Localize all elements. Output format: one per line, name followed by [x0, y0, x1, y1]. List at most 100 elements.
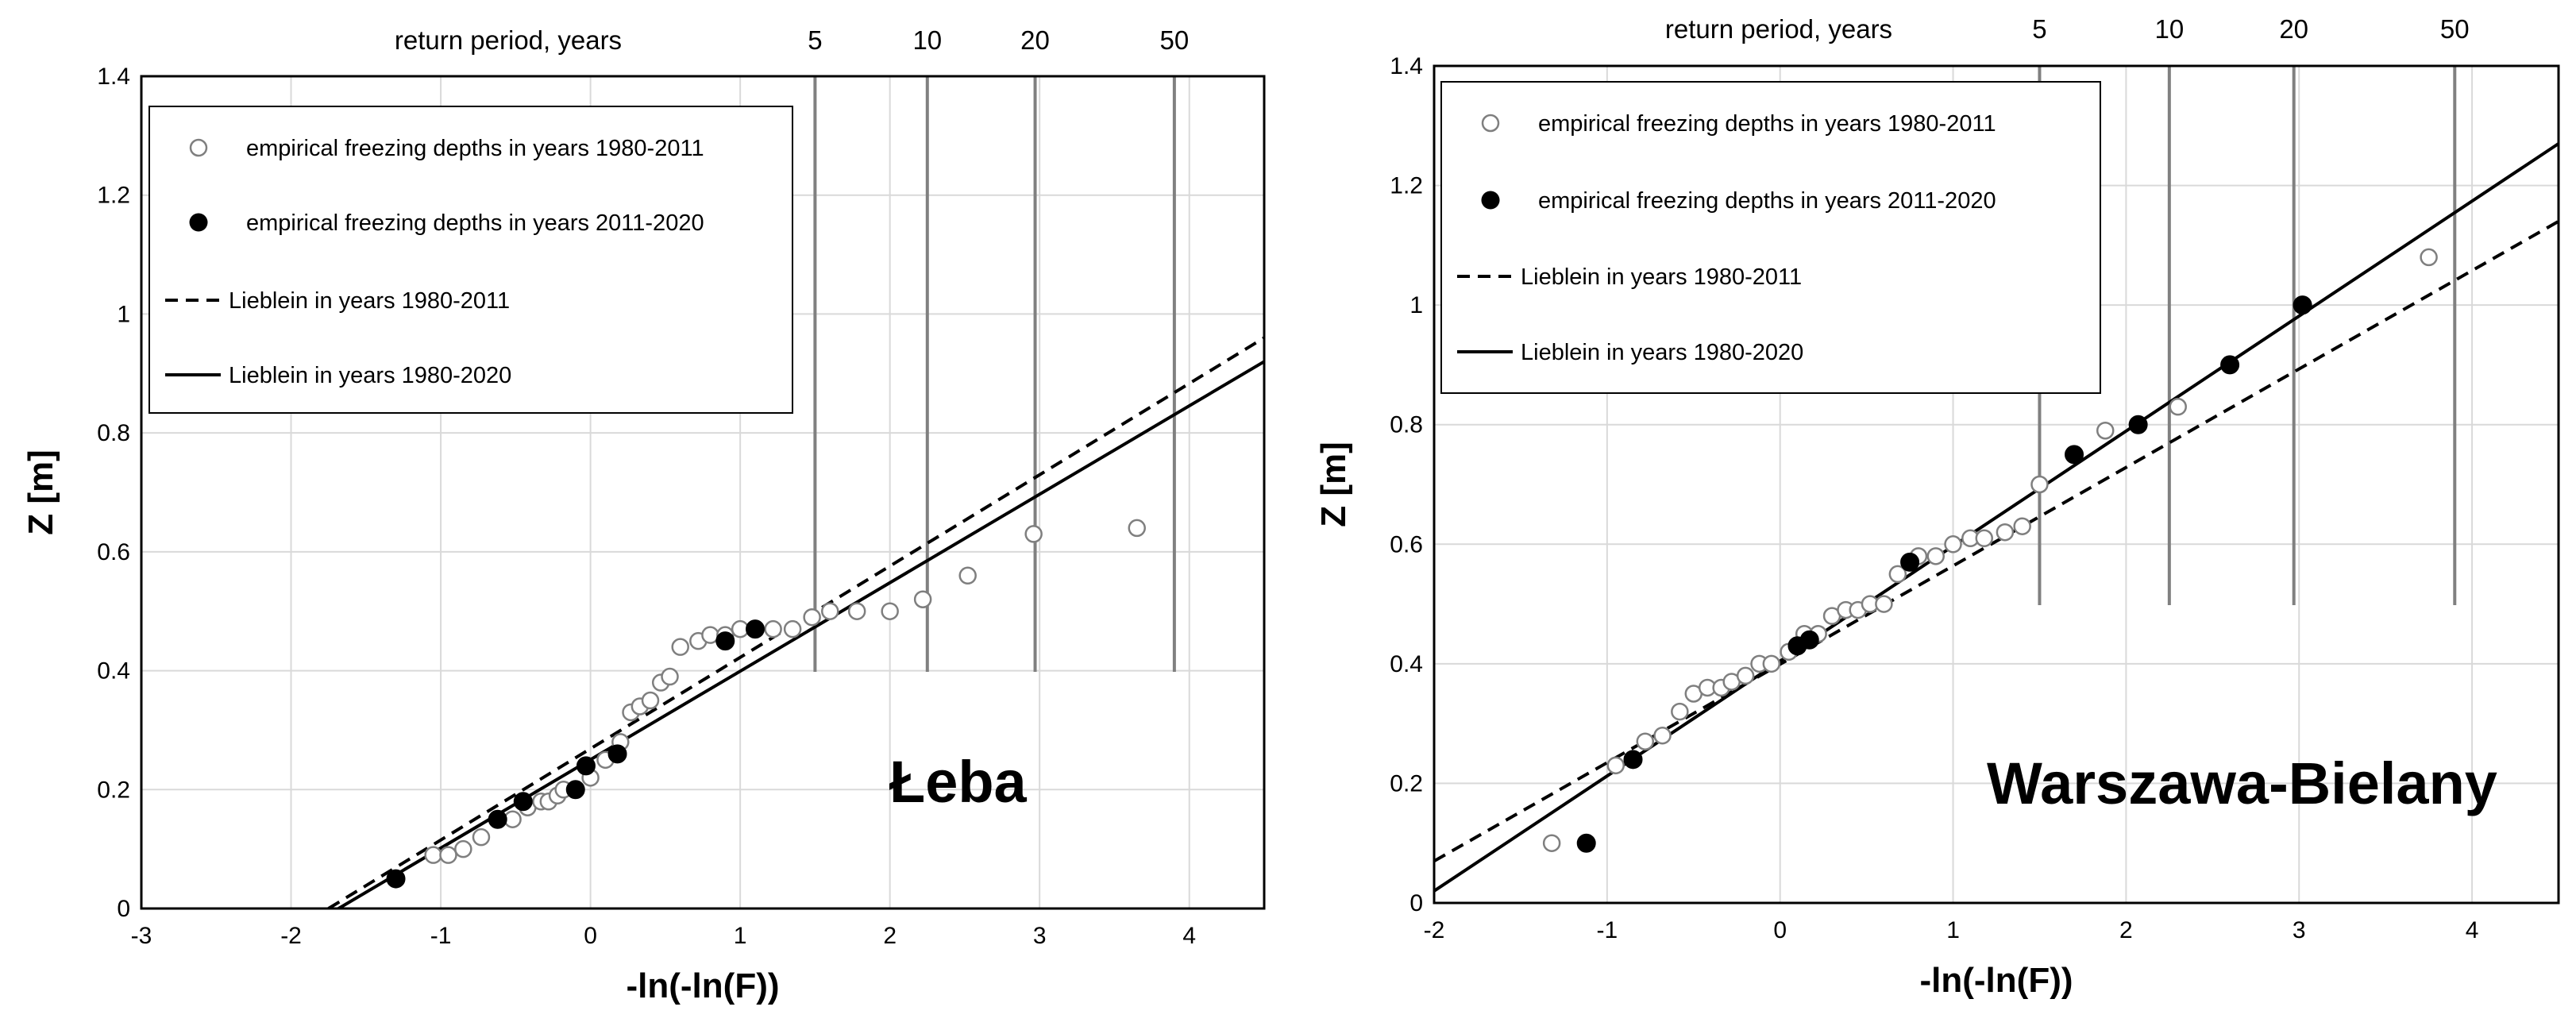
x-axis-title: -ln(-ln(F))	[1920, 961, 2073, 1000]
x-tick-label: -1	[1597, 917, 1618, 943]
empirical-1980-2011-point	[1024, 525, 1043, 543]
legend-label: empirical freezing depths in years 2011-…	[246, 210, 704, 236]
x-tick-label: -1	[430, 923, 452, 949]
legend: empirical freezing depths in years 1980-…	[1440, 81, 2101, 394]
empirical-1980-2011-point	[1975, 529, 1994, 548]
x-tick-label: 4	[2466, 917, 2479, 943]
empirical-1980-2011-point	[764, 619, 782, 638]
empirical-2011-2020-point	[2220, 355, 2240, 375]
empirical-1980-2011-point	[671, 638, 689, 656]
x-tick-label: 2	[883, 923, 897, 949]
legend-label: Lieblein in years 1980-2020	[1521, 340, 1803, 365]
legend-marker-open	[189, 138, 208, 157]
y-tick-label: 1.4	[97, 64, 130, 90]
legend-box	[148, 106, 793, 414]
empirical-2011-2020-point	[513, 792, 533, 812]
empirical-1980-2011-point	[1542, 834, 1561, 852]
empirical-1980-2011-point	[424, 846, 442, 864]
empirical-1980-2011-point	[821, 602, 839, 620]
empirical-1980-2011-point	[472, 827, 491, 847]
empirical-1980-2011-point	[913, 590, 932, 608]
x-axis-title: -ln(-ln(F))	[627, 966, 780, 1005]
empirical-2011-2020-point	[2128, 415, 2148, 434]
return-period-axis-title: return period, years	[1665, 14, 1892, 44]
x-tick-label: 1	[734, 923, 747, 949]
empirical-1980-2011-point	[783, 619, 802, 638]
empirical-1980-2011-point	[1636, 732, 1655, 750]
return-period-label: 50	[2440, 14, 2470, 44]
return-period-label: 10	[912, 25, 942, 55]
y-tick-label: 1.2	[97, 183, 130, 209]
empirical-2011-2020-point	[386, 869, 406, 889]
x-tick-label: -2	[1424, 917, 1445, 943]
empirical-2011-2020-point	[576, 756, 596, 776]
empirical-1980-2011-point	[641, 691, 660, 710]
return-period-label: 20	[1020, 25, 1050, 55]
y-axis-title: Z [m]	[21, 449, 60, 535]
empirical-2011-2020-point	[1900, 552, 1920, 572]
y-tick-label: 1.4	[1390, 53, 1423, 79]
x-tick-label: -3	[131, 923, 152, 949]
empirical-1980-2011-point	[1671, 702, 1689, 721]
legend-label: Lieblein in years 1980-2011	[229, 288, 510, 314]
x-tick-label: 3	[1033, 923, 1047, 949]
legend-label: Lieblein in years 1980-2011	[1521, 264, 1802, 290]
legend-marker-filled	[1481, 191, 1500, 210]
empirical-1980-2011-point	[2030, 475, 2049, 494]
empirical-1980-2011-point	[439, 846, 457, 864]
lieblein-1980-2020-line	[335, 360, 1264, 908]
return-period-label: 5	[2032, 14, 2046, 44]
empirical-2011-2020-point	[715, 631, 735, 651]
empirical-2011-2020-point	[488, 809, 507, 829]
x-tick-label: 3	[2293, 917, 2306, 943]
empirical-1980-2011-point	[803, 608, 821, 627]
y-tick-label: 0	[117, 896, 130, 922]
legend-label: empirical freezing depths in years 1980-…	[246, 136, 704, 161]
empirical-2011-2020-point	[1576, 833, 1596, 853]
x-tick-label: 2	[2119, 917, 2133, 943]
y-tick-label: 0.2	[1390, 770, 1423, 797]
y-tick-label: 0.4	[1390, 651, 1423, 677]
station-name: Warszawa-Bielany	[1987, 750, 2497, 816]
y-tick-label: 0.8	[1390, 412, 1423, 438]
legend: empirical freezing depths in years 1980-…	[148, 106, 793, 414]
y-tick-label: 0.4	[97, 658, 130, 685]
empirical-2011-2020-point	[607, 744, 627, 764]
empirical-1980-2011-point	[847, 602, 866, 620]
empirical-1980-2011-point	[454, 839, 472, 858]
y-tick-label: 1	[117, 301, 130, 327]
y-tick-label: 1	[1409, 292, 1423, 318]
empirical-1980-2011-point	[1888, 565, 1907, 584]
legend-marker-filled	[189, 213, 208, 232]
empirical-1980-2011-point	[2420, 248, 2438, 267]
empirical-1980-2011-point	[1762, 654, 1781, 673]
y-tick-label: 0	[1409, 890, 1423, 916]
return-period-axis-title: return period, years	[395, 25, 622, 55]
return-period-label: 20	[2279, 14, 2308, 44]
empirical-1980-2011-point	[1736, 666, 1755, 685]
lieblein-1980-2011-line	[1434, 220, 2559, 863]
empirical-1980-2011-point	[1653, 726, 1672, 745]
empirical-2011-2020-point	[1799, 630, 1819, 650]
x-tick-label: 0	[1773, 917, 1787, 943]
chart-warszawa: 5 10 20 50 return period, years -2 -1 0 1 2 3 4 0 0.2…	[1314, 14, 2560, 1000]
return-period-label: 50	[1160, 25, 1190, 55]
empirical-1980-2011-point	[1926, 547, 1945, 565]
empirical-2011-2020-point	[745, 619, 765, 639]
y-tick-label: 0.8	[97, 420, 130, 446]
y-axis-title: Z [m]	[1314, 442, 1353, 527]
empirical-1980-2011-point	[1944, 535, 1962, 554]
legend-marker-open	[1481, 114, 1500, 133]
x-tick-label: 0	[584, 923, 597, 949]
legend-label: empirical freezing depths in years 2011-…	[1538, 188, 1996, 214]
empirical-1980-2011-point	[1606, 756, 1625, 775]
legend-label: empirical freezing depths in years 1980-…	[1538, 111, 1996, 137]
empirical-2011-2020-point	[1623, 750, 1643, 770]
empirical-1980-2011-point	[881, 602, 899, 620]
x-tick-label: 1	[1946, 917, 1960, 943]
empirical-1980-2011-point	[1875, 595, 1893, 613]
empirical-1980-2011-point	[1128, 519, 1146, 538]
return-period-label: 10	[2154, 14, 2184, 44]
return-period-label: 5	[808, 25, 822, 55]
